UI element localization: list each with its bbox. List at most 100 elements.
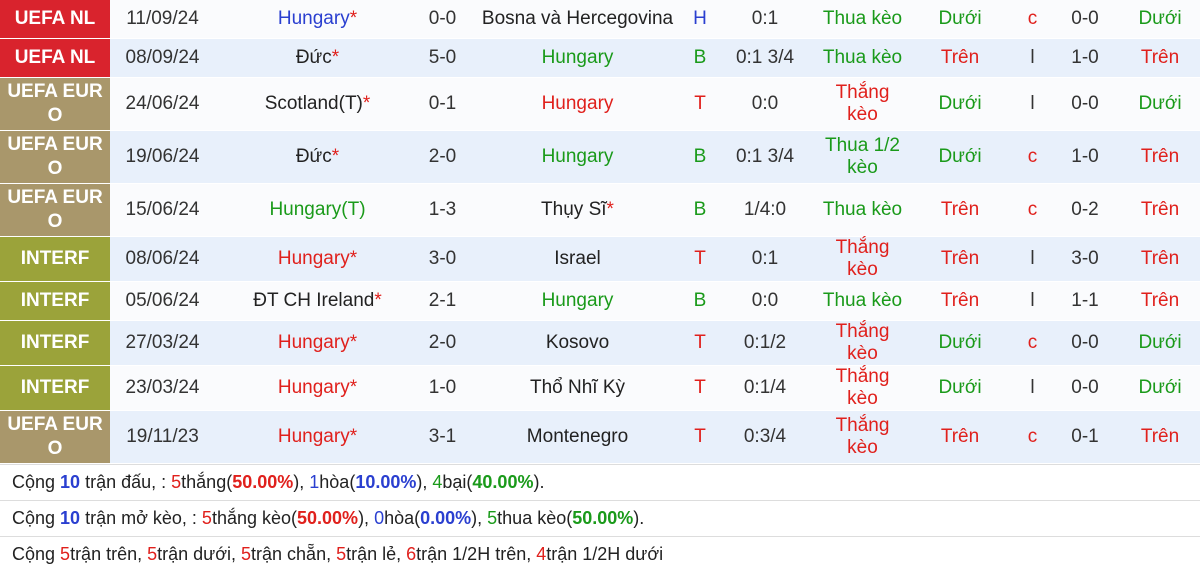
ou-cell: Dưới	[905, 77, 1015, 131]
summary-text: 10	[60, 508, 81, 528]
summary-text: 5	[487, 508, 498, 528]
summary-text: ),	[416, 472, 433, 492]
match-row: UEFA NL 08/09/24 Đức* 5-0 Hungary B 0:1 3/4 Thu…	[0, 38, 1200, 78]
summary-text: ).	[533, 472, 545, 492]
summary-text: 6	[406, 544, 417, 564]
summary-text: 10.00%	[355, 472, 417, 492]
league-cell: UEFA EURO	[0, 183, 110, 237]
ht-cell: 1-0	[1050, 38, 1120, 78]
hcp-cell: 0:1	[710, 0, 820, 39]
date-cell: 24/06/24	[110, 77, 215, 131]
ht-cell: 0-0	[1050, 365, 1120, 411]
ha-cell: T	[690, 410, 710, 464]
ha-text: B	[693, 47, 707, 68]
summary-text: hòa(	[319, 472, 356, 492]
hcp-cell: 0:1/2	[710, 320, 820, 366]
star: *	[349, 8, 358, 29]
match-row: INTERF 05/06/24 ĐT CH Ireland* 2-1 Hungary B 0…	[0, 281, 1200, 321]
summary-text: 0.00%	[420, 508, 472, 528]
ha-cell: B	[690, 183, 710, 237]
hcp-cell: 0:1/4	[710, 365, 820, 411]
ou2-cell: Dưới	[1120, 365, 1200, 411]
cl-cell: c	[1015, 410, 1050, 464]
ou-text: Trên	[940, 248, 980, 269]
home-cell: Hungary*	[215, 0, 420, 39]
ou-cell: Trên	[905, 183, 1015, 237]
ou-text: Dưới	[938, 146, 982, 167]
home-text: ĐT CH Ireland	[253, 290, 375, 311]
ou-cell: Dưới	[905, 320, 1015, 366]
ht-cell: 0-1	[1050, 410, 1120, 464]
away-text: Thụy Sĩ	[541, 199, 607, 220]
summary-text: Cộng	[12, 544, 61, 564]
star: *	[349, 426, 358, 447]
summary-text: 5	[60, 544, 71, 564]
ou-text: Dưới	[938, 332, 982, 353]
summary-text: thua kèo(	[497, 508, 573, 528]
match-row: INTERF 27/03/24 Hungary* 2-0 Kosovo T 0:1/2 Thắ…	[0, 320, 1200, 366]
match-row: INTERF 23/03/24 Hungary* 1-0 Thổ Nhĩ Kỳ T 0:1/…	[0, 365, 1200, 411]
ht-cell: 1-0	[1050, 130, 1120, 184]
summary-text: 5	[241, 544, 252, 564]
away-cell: Thụy Sĩ*	[465, 183, 690, 237]
ha-text: B	[693, 290, 707, 311]
hcp-cell: 1/4:0	[710, 183, 820, 237]
ou2-cell: Dưới	[1120, 320, 1200, 366]
home-cell: Hungary(T)	[215, 183, 420, 237]
hcp-cell: 0:1	[710, 236, 820, 282]
ou-cell: Dưới	[905, 365, 1015, 411]
away-text: Hungary	[541, 47, 614, 68]
ha-cell: B	[690, 281, 710, 321]
result-cell: Thắng kèo	[820, 77, 905, 131]
score-cell: 1-3	[420, 183, 465, 237]
away-cell: Hungary	[465, 38, 690, 78]
cl-cell: l	[1015, 236, 1050, 282]
summary-text: 50.00%	[232, 472, 294, 492]
summary-text: trận chẵn,	[251, 544, 337, 564]
summary-text: ),	[293, 472, 310, 492]
home-cell: Đức*	[215, 130, 420, 184]
star: *	[331, 47, 340, 68]
ou2-text: Trên	[1140, 146, 1180, 167]
date-cell: 19/11/23	[110, 410, 215, 464]
away-cell: Montenegro	[465, 410, 690, 464]
score-cell: 3-1	[420, 410, 465, 464]
date-cell: 27/03/24	[110, 320, 215, 366]
match-table: UEFA NL 11/09/24 Hungary* 0-0 Bosna và Herce…	[0, 0, 1200, 464]
summary-text: trận 1/2H trên,	[416, 544, 537, 564]
result-text: Thắng kèo	[835, 366, 890, 409]
score-cell: 0-0	[420, 0, 465, 39]
summary-text: 5	[147, 544, 158, 564]
ou2-cell: Trên	[1120, 236, 1200, 282]
ha-cell: T	[690, 365, 710, 411]
cl-cell: c	[1015, 0, 1050, 39]
summary-text: thắng kèo(	[211, 508, 297, 528]
home-text: Hungary	[277, 332, 350, 353]
cl-cell: c	[1015, 130, 1050, 184]
ht-cell: 1-1	[1050, 281, 1120, 321]
home-cell: Hungary*	[215, 236, 420, 282]
home-cell: Đức*	[215, 38, 420, 78]
match-row: UEFA EURO 19/11/23 Hungary* 3-1 Montenegro T 0…	[0, 410, 1200, 464]
cl-text: c	[1027, 199, 1038, 220]
summary-text: bại(	[442, 472, 473, 492]
result-cell: Thua kèo	[820, 183, 905, 237]
match-rows: UEFA NL 11/09/24 Hungary* 0-0 Bosna và Herce…	[0, 0, 1200, 464]
home-text: Hungary	[277, 8, 350, 29]
summary-text: ).	[633, 508, 645, 528]
summary-text: 4	[432, 472, 443, 492]
result-cell: Thua kèo	[820, 0, 905, 39]
away-cell: Thổ Nhĩ Kỳ	[465, 365, 690, 411]
cl-cell: l	[1015, 77, 1050, 131]
summary-text: 5	[171, 472, 182, 492]
cl-text: c	[1027, 146, 1038, 167]
league-cell: INTERF	[0, 320, 110, 366]
ou-cell: Trên	[905, 281, 1015, 321]
result-text: Thắng kèo	[835, 82, 890, 125]
ha-text: T	[694, 377, 706, 398]
score-cell: 1-0	[420, 365, 465, 411]
summary-text: 4	[536, 544, 547, 564]
away-text: Israel	[554, 248, 601, 269]
cl-text: c	[1027, 332, 1038, 353]
